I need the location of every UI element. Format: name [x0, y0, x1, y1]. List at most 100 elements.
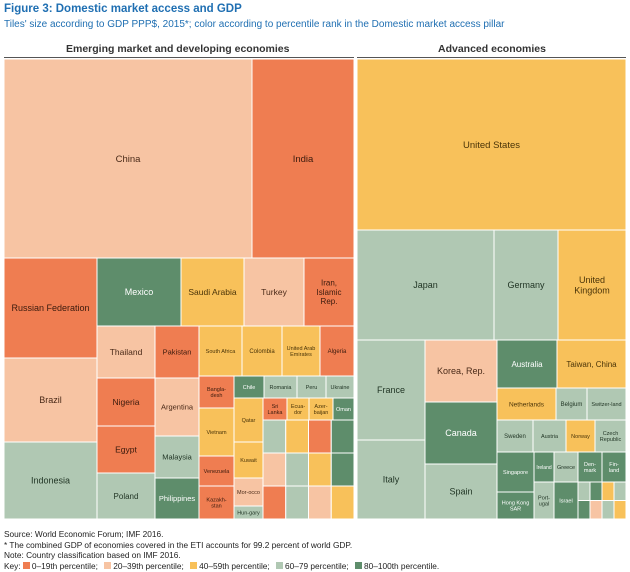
tile-israel: [553, 481, 579, 520]
tile-label-hun-gary: Hun-gary: [237, 510, 260, 516]
tile-label-indonesia: Indonesia: [31, 476, 70, 486]
tile-label-ukraine: Ukraine: [331, 385, 350, 391]
legend-item-80-100: 80–100th percentile.: [355, 561, 439, 572]
small-tile-0-0: [262, 419, 287, 454]
tile-label-bangla-desh: Bangla-desh: [207, 387, 226, 399]
tile-label-ecua-dor: Ecua-dor: [291, 404, 306, 416]
legend-item-60-79: 60–79 percentile;: [276, 561, 349, 572]
small-tile-0-9: [285, 485, 309, 520]
legend: Key: 0–19th percentile; 20–39th percenti…: [4, 561, 443, 572]
tile-mexico: [96, 257, 182, 327]
tile-label-united-kingdom: United Kingdom: [574, 275, 610, 295]
tile-label-czech-republic: Czech Republic: [600, 431, 622, 443]
tile-france: [356, 339, 426, 441]
legend-swatch-20-39: [104, 562, 112, 569]
small-tile-0-2: [308, 419, 332, 454]
notes-block: Source: World Economic Forum; IMF 2016. …: [4, 529, 443, 571]
tile-indonesia: [3, 441, 98, 520]
tile-nigeria: [96, 377, 156, 427]
tile-label-netherlands: Netherlands: [509, 401, 545, 408]
small-tile-0-4: [262, 452, 287, 487]
tile-label-peru: Peru: [306, 385, 318, 391]
advanced-group-rule: [357, 57, 626, 58]
tile-saudi-arabia: [180, 257, 245, 327]
tile-label-kazakh-stan: Kazakh-stan: [206, 497, 226, 509]
tile-label-austria: Austria: [541, 434, 559, 440]
tile-label-argentina: Argentina: [161, 403, 194, 412]
small-tile-1-6: [601, 500, 615, 520]
tile-label-den-mark: Den-mark: [584, 462, 596, 474]
tile-united-states: [356, 58, 627, 231]
tile-label-brazil: Brazil: [39, 395, 62, 405]
tile-label-ireland: Ireland: [536, 465, 552, 471]
tile-colombia: [241, 325, 283, 377]
legend-swatch-40-59: [190, 562, 198, 569]
tile-label-korea-rep: Korea, Rep.: [437, 366, 485, 376]
legend-item-20-39: 20–39th percentile;: [104, 561, 184, 572]
tile-label-south-africa: South Africa: [206, 349, 237, 355]
tile-kazakh-stan: [198, 485, 235, 520]
tile-label-germany: Germany: [507, 280, 545, 290]
tile-egypt: [96, 425, 156, 474]
tile-label-taiwan-china: Taiwan, China: [566, 360, 617, 369]
legend-swatch-60-79: [276, 562, 284, 569]
small-tile-1-5: [589, 500, 603, 520]
tile-label-united-states: United States: [463, 140, 520, 151]
small-tile-1-4: [577, 500, 591, 520]
small-tile-0-3: [330, 419, 355, 454]
tile-label-egypt: Egypt: [115, 444, 137, 454]
tile-label-venezuela: Venezuela: [204, 469, 231, 475]
tile-united-kingdom: [557, 229, 627, 341]
tile-label-chile: Chile: [243, 385, 256, 391]
tile-label-saudi-arabia: Saudi Arabia: [188, 287, 236, 297]
small-tile-1-1: [589, 481, 603, 501]
tile-canada: [424, 401, 498, 465]
tile-label-australia: Australia: [511, 360, 543, 369]
tile-label-singapore: Singapore: [503, 470, 528, 476]
small-tile-1-2: [601, 481, 615, 501]
tile-label-kuwait: Kuwait: [240, 458, 257, 464]
small-tile-0-6: [308, 452, 332, 487]
figure-title: Figure 3: Domestic market access and GDP: [4, 3, 242, 15]
tile-label-vietnam: Vietnam: [206, 430, 226, 436]
tile-label-greece: Greece: [557, 465, 575, 471]
tile-taiwan-china: [556, 339, 627, 389]
tile-turkey: [243, 257, 305, 327]
legend-swatch-0-19: [22, 562, 30, 569]
classification-note: Note: Country classification based on IM…: [4, 550, 181, 560]
emerging-group-rule: [4, 57, 354, 58]
tile-label-france: France: [377, 385, 405, 395]
tile-netherlands: [496, 387, 557, 421]
small-tile-0-5: [285, 452, 309, 487]
figure-subtitle: Tiles' size according to GDP PPP$, 2015*…: [4, 19, 505, 30]
legend-item-0-19: 0–19th percentile;: [22, 561, 98, 572]
tile-label-romania: Romania: [269, 385, 292, 391]
tile-label-switzer-land: Switzer-land: [591, 402, 621, 408]
tile-label-port-ugal: Port-ugal: [538, 495, 550, 507]
tile-label-poland: Poland: [114, 492, 139, 501]
small-tile-0-11: [330, 485, 355, 520]
tile-label-turkey: Turkey: [261, 287, 287, 297]
tile-label-israel: Israel: [559, 498, 572, 504]
legend-swatch-80-100: [355, 562, 363, 569]
tile-label-india: India: [293, 154, 314, 165]
tile-label-iran-islamic-rep: Iran, Islamic Rep.: [317, 279, 342, 306]
tile-label-thailand: Thailand: [110, 347, 143, 357]
tile-label-pakistan: Pakistan: [163, 348, 192, 357]
tile-china: [3, 58, 253, 259]
emerging-group-title: Emerging market and developing economies: [66, 43, 290, 55]
tile-label-belgium: Belgium: [561, 402, 583, 408]
tile-label-philippines: Philippines: [159, 494, 196, 503]
tile-label-oman: Oman: [336, 407, 351, 413]
tile-label-russian-federation: Russian Federation: [11, 303, 89, 313]
tile-spain: [424, 463, 498, 520]
tile-japan: [356, 229, 495, 341]
tile-australia: [496, 339, 558, 389]
tile-label-italy: Italy: [383, 475, 400, 485]
small-tile-1-0: [577, 481, 591, 501]
tile-label-norway: Norway: [571, 434, 590, 440]
tile-label-mor-occo: Mor-occo: [237, 490, 260, 496]
tile-poland: [96, 472, 156, 520]
advanced-group-title: Advanced economies: [438, 43, 546, 55]
